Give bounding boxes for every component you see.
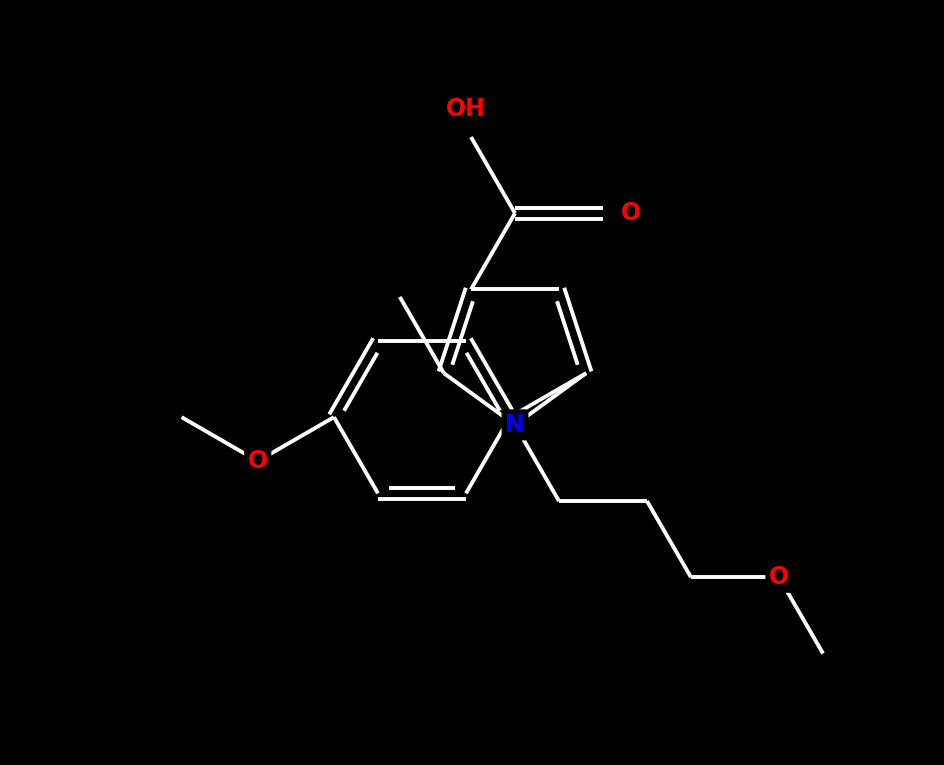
Text: O: O (621, 201, 641, 225)
Text: N: N (505, 413, 525, 437)
Text: O: O (769, 565, 789, 589)
Text: OH: OH (447, 97, 486, 121)
Text: O: O (247, 449, 268, 473)
